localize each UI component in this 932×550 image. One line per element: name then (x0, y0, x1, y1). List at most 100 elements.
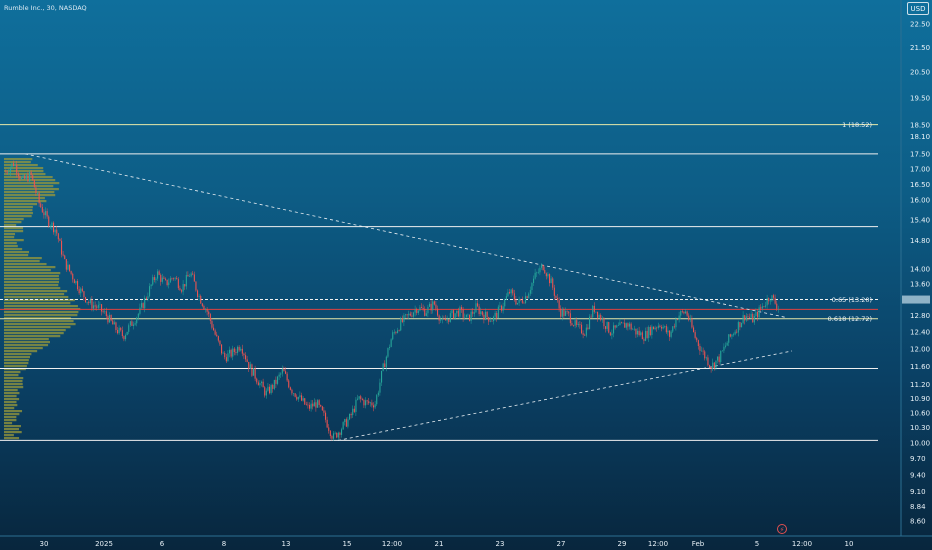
volume-profile-bar (4, 371, 20, 373)
volume-profile-bar (4, 206, 33, 208)
candle-body (357, 399, 358, 400)
candle-body (280, 373, 281, 374)
candle-body (314, 402, 315, 406)
candle-body (512, 290, 513, 294)
candle-body (231, 350, 232, 357)
candle-body (485, 312, 486, 320)
candle-body (170, 278, 171, 282)
candle-body (399, 330, 400, 331)
candle-body (607, 322, 608, 329)
x-tick-label: 23 (496, 540, 505, 548)
candle-body (706, 357, 707, 358)
candle-body (296, 397, 297, 400)
candle-body (418, 311, 419, 313)
x-tick-label: 12:00 (382, 540, 402, 548)
candle-body (171, 278, 172, 279)
candle-body (389, 347, 390, 348)
candle-body (341, 429, 342, 435)
volume-profile-bar (4, 254, 28, 256)
x-tick-label: 15 (343, 540, 352, 548)
candle-body (439, 315, 440, 320)
candle-body (455, 313, 456, 318)
candle-body (354, 409, 355, 412)
volume-profile-bar (4, 224, 16, 226)
candle-body (275, 380, 276, 384)
candle-body (159, 271, 160, 275)
candle-body (776, 304, 777, 309)
volume-profile-bar (4, 209, 32, 211)
candle-body (43, 212, 44, 215)
candle-body (735, 332, 736, 335)
candle-body (402, 319, 403, 322)
volume-profile-bar (4, 269, 51, 271)
volume-profile-bar (4, 329, 66, 331)
lightning-icon[interactable]: ⚡ (777, 524, 787, 534)
volume-profile-bar (4, 413, 19, 415)
candle-body (210, 314, 211, 321)
candle-body (451, 310, 452, 313)
y-tick-label: 11.60 (910, 363, 930, 371)
candle-body (128, 325, 129, 332)
currency-button[interactable]: USD (907, 2, 929, 15)
candle-body (50, 226, 51, 227)
candle-body (120, 328, 121, 330)
volume-profile-bar (4, 284, 58, 286)
candle-body (282, 369, 283, 374)
candle-body (549, 274, 550, 283)
candle-body (152, 277, 153, 284)
candle-body (301, 395, 302, 400)
candle-body (671, 332, 672, 337)
candle-body (608, 322, 609, 332)
volume-profile-bar (4, 260, 40, 262)
candle-body (98, 305, 99, 308)
volume-profile-bar (4, 320, 74, 322)
x-tick-label: 12:00 (792, 540, 812, 548)
candle-body (509, 292, 510, 293)
candle-body (160, 275, 161, 282)
candle-body (219, 341, 220, 345)
volume-profile-bar (4, 362, 28, 364)
candle-body (19, 176, 20, 179)
volume-profile-bar (4, 281, 59, 283)
candle-body (419, 307, 420, 310)
candle-body (112, 321, 113, 325)
candle-body (79, 289, 80, 293)
candle-body (239, 347, 240, 351)
candle-body (371, 403, 372, 406)
y-tick-label: 17.50 (910, 150, 930, 158)
candle-body (434, 301, 435, 304)
candle-body (83, 291, 84, 297)
volume-profile-bar (4, 191, 54, 193)
candle-body (693, 327, 694, 332)
candle-body (487, 312, 488, 317)
candle-body (714, 363, 715, 368)
candle-body (287, 374, 288, 381)
volume-profile-bar (4, 188, 59, 190)
candle-body (351, 414, 352, 415)
volume-profile-bar (4, 434, 14, 436)
candle-body (770, 301, 771, 302)
candle-body (293, 393, 294, 394)
candle-body (367, 400, 368, 401)
candle-body (82, 289, 83, 292)
volume-profile-bar (4, 245, 18, 247)
candle-body (632, 329, 633, 330)
volume-profile-bar (4, 200, 46, 202)
volume-profile-bar (4, 365, 27, 367)
volume-profile-bar (4, 230, 23, 232)
y-tick-label: 17.00 (910, 165, 930, 173)
candle-body (591, 317, 592, 318)
candle-body (114, 322, 115, 324)
candle-body (738, 322, 739, 332)
candle-body (11, 163, 12, 167)
candle-body (506, 296, 507, 299)
candle-body (203, 306, 204, 309)
candle-body (115, 322, 116, 330)
volume-profile-bar (4, 398, 19, 400)
candle-body (327, 420, 328, 428)
candle-body (363, 400, 364, 405)
candle-body (656, 328, 657, 329)
candle-body (595, 312, 596, 313)
